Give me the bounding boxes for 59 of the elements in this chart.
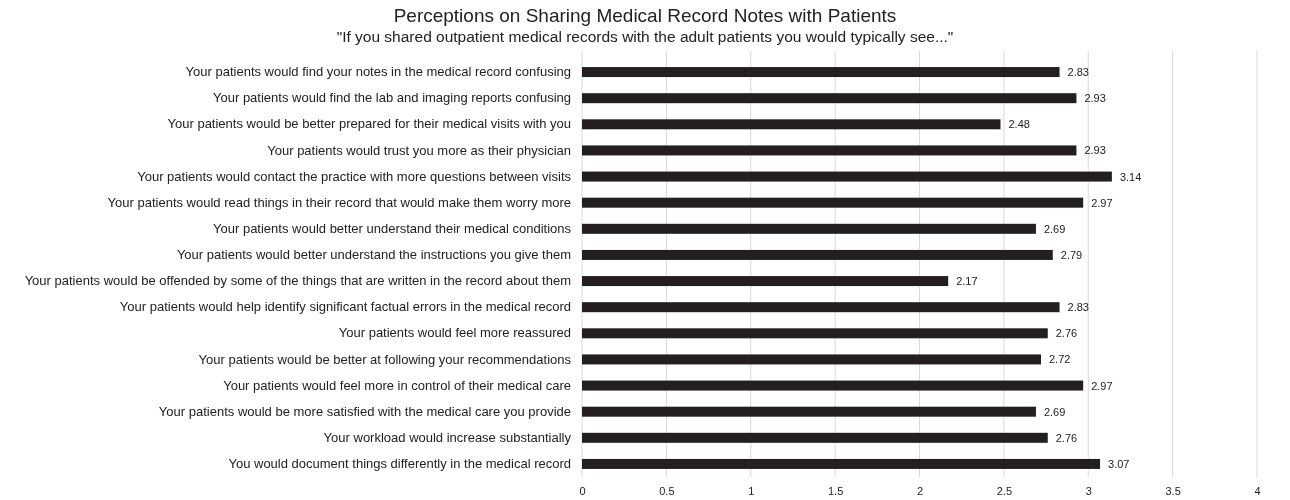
data-label: 2.69 (1043, 222, 1066, 235)
bar (582, 380, 1084, 391)
x-tick-label: 0.5 (659, 484, 675, 497)
data-label: 2.83 (1067, 301, 1089, 314)
bar (582, 67, 1060, 78)
x-tick-label: 2.5 (996, 484, 1013, 497)
data-label: 3.07 (1108, 457, 1130, 470)
y-tick-label: Your patients would contact the practice with more questions between visits (137, 168, 572, 184)
y-tick-label: Your patients would be better prepared for their medical visits with you (167, 116, 571, 132)
chart-subtitle: "If you shared outpatient medical records with the adult patients you would typically see..." (336, 28, 954, 45)
y-tick-label: Your patients would find your notes in the medical record confusing (185, 64, 571, 80)
data-label: 2.97 (1091, 196, 1113, 209)
bar (582, 432, 1048, 443)
y-tick-label: Your patients would be better at following your recommendations (198, 351, 572, 367)
y-tick-label: Your patients would feel more in control of their medical care (223, 377, 571, 393)
y-tick-label: Your patients would read things in their record that would make them worry more (107, 194, 571, 210)
data-label: 2.93 (1084, 144, 1106, 157)
bar (582, 328, 1048, 339)
bar (582, 458, 1101, 469)
bar (582, 93, 1077, 104)
y-tick-label: Your patients would be offended by some of the things that are written in the record about them (24, 273, 571, 289)
data-label: 2.79 (1060, 248, 1083, 261)
data-label: 2.48 (1008, 118, 1030, 131)
data-label: 2.83 (1067, 66, 1089, 79)
y-tick-label: Your patients would better understand the instructions you give them (176, 247, 571, 263)
bar (582, 249, 1053, 260)
y-tick-label: Your patients would better understand their medical conditions (213, 220, 572, 236)
bar (582, 171, 1112, 182)
x-tick-label: 2 (916, 484, 924, 497)
x-tick-label: 1.5 (827, 484, 844, 497)
y-tick-label: Your patients would help identify significant factual errors in the medical record (119, 299, 571, 315)
bar (582, 354, 1041, 365)
data-label: 2.97 (1091, 379, 1113, 392)
data-label: 2.72 (1049, 353, 1071, 366)
bar (582, 197, 1084, 208)
bar (582, 223, 1036, 234)
y-tick-label: Your patients would be more satisfied with the medical care you provide (158, 403, 571, 419)
y-tick-label: You would document things differently in the medical record (228, 456, 571, 472)
x-tick-label: 4 (1254, 484, 1261, 497)
bar (582, 302, 1060, 313)
data-label: 2.93 (1084, 92, 1106, 105)
x-tick-label: 0 (579, 484, 586, 497)
y-tick-label: Your patients would feel more reassured (338, 325, 571, 341)
y-tick-label: Your workload would increase substantially (323, 429, 572, 445)
x-tick-label: 3.5 (1165, 484, 1181, 497)
data-label: 2.69 (1043, 405, 1066, 418)
data-label: 3.14 (1119, 170, 1142, 183)
data-label: 2.76 (1055, 431, 1078, 444)
bar (582, 119, 1001, 130)
x-tick-label: 3 (1085, 484, 1092, 497)
bar (582, 276, 949, 287)
x-tick-label: 1 (748, 484, 755, 497)
bar (582, 406, 1036, 417)
y-tick-label: Your patients would find the lab and imaging reports confusing (213, 90, 571, 106)
bar (582, 145, 1077, 156)
y-tick-label: Your patients would trust you more as their physician (267, 142, 571, 158)
data-label: 2.76 (1055, 327, 1078, 340)
data-label: 2.17 (956, 275, 978, 288)
chart-title: Perceptions on Sharing Medical Record Notes with Patients (393, 5, 897, 26)
